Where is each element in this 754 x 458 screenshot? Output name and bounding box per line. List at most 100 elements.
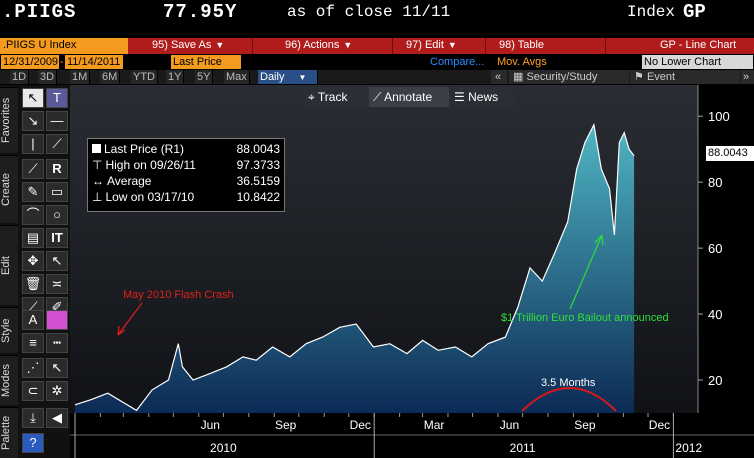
legend-low-value: 10.8422 xyxy=(236,190,280,204)
average-marker-icon: ↔ xyxy=(92,174,104,188)
x-tick-label: Jun xyxy=(500,418,519,432)
horizontal-line-icon[interactable]: — xyxy=(46,111,68,131)
legend-swatch-icon xyxy=(92,144,101,153)
crossing-lines-icon[interactable]: ≍ xyxy=(46,274,68,294)
toolbar-group-style[interactable]: Style xyxy=(0,307,18,353)
year-label: 2012 xyxy=(675,441,702,455)
vertical-line-icon[interactable]: | xyxy=(22,134,44,154)
line-segment-icon[interactable]: ⟋ xyxy=(22,159,44,179)
chart-type-label[interactable]: GP - Line Chart xyxy=(660,39,737,51)
actions-button[interactable]: 96) Actions ▼ xyxy=(283,39,352,53)
divider xyxy=(252,38,253,54)
toolbar-group-edit[interactable]: Edit xyxy=(0,225,18,305)
table-button[interactable]: 98) Table xyxy=(497,39,544,53)
arrow-tool-icon[interactable]: ↘ xyxy=(22,111,44,131)
magnet-icon[interactable]: ⊂ xyxy=(22,381,44,401)
period-1y[interactable]: 1Y xyxy=(166,70,185,84)
moving-averages-link[interactable]: Mov. Avgs xyxy=(497,56,547,68)
price-chart[interactable]: 20 40 60 80 100 Jun Sep Dec Mar Jun Sep Dec 2010 201… xyxy=(70,85,754,458)
period-6m[interactable]: 6M xyxy=(100,70,121,84)
period-5y[interactable]: 5Y xyxy=(195,70,214,84)
trash-icon[interactable]: 🗑 xyxy=(22,274,44,294)
months-arc xyxy=(521,387,617,412)
chevron-down-icon: ▼ xyxy=(343,40,353,50)
settings-icon[interactable]: ✲ xyxy=(46,381,68,401)
lower-chart-select[interactable]: No Lower Chart xyxy=(642,55,753,69)
pin-icon[interactable]: ⤓ xyxy=(22,408,44,428)
x-tick-label: Sep xyxy=(275,418,297,432)
line-style-icon[interactable]: ┅ xyxy=(46,333,68,353)
flash-crash-arrow xyxy=(117,302,143,336)
toolbar-group-modes[interactable]: Modes xyxy=(0,355,18,405)
security-study-button[interactable]: ▦ Security/Study xyxy=(509,70,629,84)
edit-button[interactable]: 97) Edit ▼ xyxy=(404,39,457,53)
start-date-field[interactable]: 12/31/2009 xyxy=(1,55,59,69)
line-weight-icon[interactable]: ≡ xyxy=(22,333,44,353)
legend[interactable]: Last Price (R1) 88.0043 ⊤ High on 09/26/1… xyxy=(87,138,285,212)
period-1d[interactable]: 1D xyxy=(10,70,30,84)
palette-play-icon[interactable]: ◀ xyxy=(46,408,68,428)
arc-icon[interactable]: ⌒ xyxy=(22,205,44,225)
chevron-down-icon: ▼ xyxy=(298,73,307,82)
insert-text-icon[interactable]: IT xyxy=(46,228,68,248)
security-study-label: Security/Study xyxy=(526,71,598,83)
track-button[interactable]: ⌖ Track xyxy=(304,87,368,107)
chart-area[interactable]: 20 40 60 80 100 Jun Sep Dec Mar Jun Sep Dec 2010 201… xyxy=(70,85,754,458)
end-date-field[interactable]: 11/14/2011 xyxy=(65,55,123,69)
scroll-right-button[interactable]: » xyxy=(741,70,754,84)
function-bar: .PIIGS U Index 95) Save As ▼ 96) Actions ▼… xyxy=(0,38,754,54)
event-button[interactable]: ⚑ Event xyxy=(630,70,740,84)
frequency-select[interactable]: Daily ▼ xyxy=(258,70,318,84)
collapse-button[interactable]: « xyxy=(491,70,507,84)
color-swatch-icon[interactable] xyxy=(46,310,68,330)
move-icon[interactable]: ✥ xyxy=(22,251,44,271)
track-label: Track xyxy=(317,90,348,104)
ticker-symbol: .PIIGS xyxy=(2,1,77,23)
period-3d[interactable]: 3D xyxy=(38,70,58,84)
toolbar-group-favorites[interactable]: Favorites xyxy=(0,87,18,153)
chevron-down-icon: ▼ xyxy=(215,40,225,50)
pencil-icon[interactable]: ✎ xyxy=(22,182,44,202)
low-marker-icon: ⊥ xyxy=(92,190,103,204)
as-of-date: as of close 11/11 xyxy=(287,3,451,21)
dotted-line-icon[interactable]: ⋰ xyxy=(22,358,44,378)
frequency-label: Daily xyxy=(260,71,285,83)
news-label: News xyxy=(468,90,499,104)
divider xyxy=(485,38,486,54)
trend-line-icon[interactable]: ⟋ xyxy=(46,134,68,154)
compare-link[interactable]: Compare... xyxy=(430,56,485,68)
text-tool-icon[interactable]: T xyxy=(46,88,68,108)
date-separator: - xyxy=(60,56,64,68)
title-bar: .PIIGS 77.95Y as of close 11/11 Index GP xyxy=(0,0,754,23)
price-field-select[interactable]: Last Price xyxy=(171,55,241,69)
security-study-icon: ▦ xyxy=(513,71,524,83)
select-add-icon[interactable]: ↖ xyxy=(46,251,68,271)
pointer-tool-icon[interactable]: ↖ xyxy=(22,88,44,108)
toolbar-group-palette[interactable]: Palette xyxy=(0,407,18,458)
save-as-button[interactable]: 95) Save As ▼ xyxy=(150,39,224,53)
legend-high-value: 97.3733 xyxy=(236,158,280,172)
period-max[interactable]: Max xyxy=(224,70,250,84)
chevron-down-icon: ▼ xyxy=(447,40,457,50)
news-button[interactable]: ☰ News xyxy=(450,87,514,107)
flash-crash-annotation[interactable]: May 2010 Flash Crash xyxy=(123,289,234,301)
period-1m[interactable]: 1M xyxy=(70,70,91,84)
period-bar: 1D 3D 1M 6M YTD 1Y 5Y Max Daily ▼ « ▦ Sec… xyxy=(0,70,754,84)
security-field[interactable]: .PIIGS U Index xyxy=(0,38,128,54)
last-price-tag: 88.0043 xyxy=(706,146,754,161)
rectangle-icon[interactable]: ▭ xyxy=(46,182,68,202)
bailout-annotation[interactable]: $1 Trillion Euro Bailout announced xyxy=(501,312,669,324)
price-area xyxy=(75,124,635,414)
regression-icon[interactable]: R xyxy=(46,159,68,179)
annotate-button[interactable]: ⟋ Annotate xyxy=(369,87,449,107)
toolbar-group-create[interactable]: Create xyxy=(0,155,18,223)
months-annotation[interactable]: 3.5 Months xyxy=(541,377,596,389)
help-icon[interactable]: ? xyxy=(22,433,44,453)
table-icon[interactable]: ▤ xyxy=(22,228,44,248)
flash-crash-arrowhead xyxy=(117,325,126,336)
ellipse-icon[interactable]: ○ xyxy=(46,205,68,225)
period-ytd[interactable]: YTD xyxy=(131,70,158,84)
cursor-mode-icon[interactable]: ↖ xyxy=(46,358,68,378)
legend-avg-value: 36.5159 xyxy=(236,174,280,188)
font-style-icon[interactable]: A xyxy=(22,310,44,330)
